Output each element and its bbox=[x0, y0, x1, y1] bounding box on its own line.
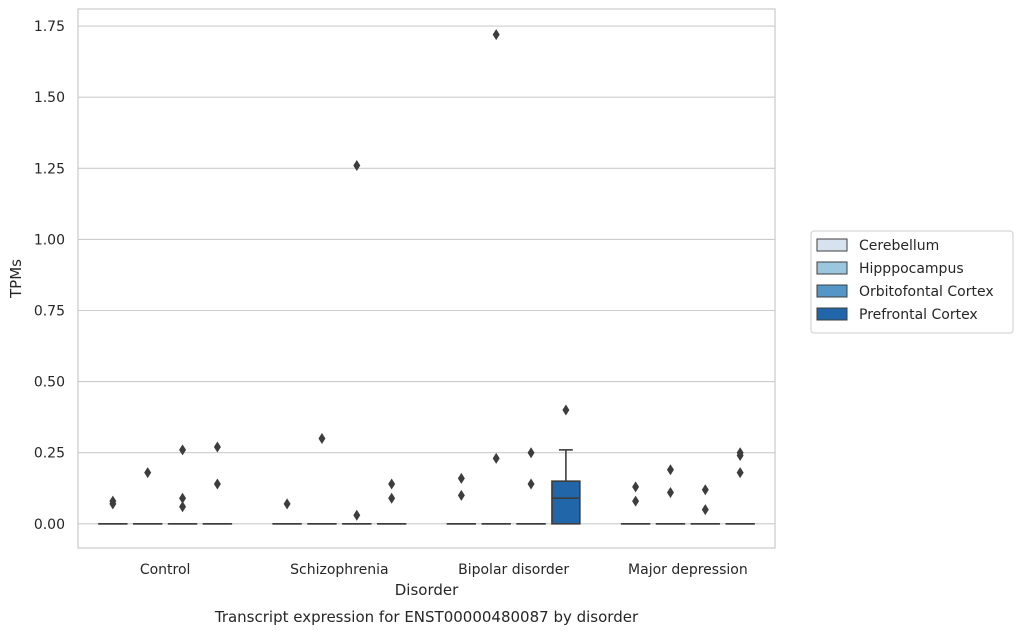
legend-swatch bbox=[817, 239, 847, 251]
box-layer bbox=[99, 29, 754, 524]
outlier-point bbox=[493, 29, 500, 40]
legend: Cerebellum Hipppocampus Orbitofontal Corte… bbox=[811, 231, 1013, 333]
outlier-point bbox=[737, 467, 744, 478]
outlier-point bbox=[493, 453, 500, 464]
x-tick-label: Control bbox=[140, 562, 191, 578]
box-cerebellum bbox=[622, 481, 650, 523]
outlier-point bbox=[458, 490, 465, 501]
x-tick-label: Major depression bbox=[628, 562, 748, 578]
y-tick-label: 0.00 bbox=[34, 517, 65, 533]
box-orbitofontal-cortex bbox=[169, 444, 197, 523]
y-tick-label: 0.25 bbox=[34, 446, 65, 462]
box-cerebellum bbox=[273, 498, 301, 523]
y-tick-label: 1.00 bbox=[34, 232, 65, 248]
outlier-point bbox=[214, 442, 221, 453]
box-orbitofontal-cortex bbox=[691, 484, 719, 524]
y-tick-label: 1.75 bbox=[34, 19, 65, 35]
x-tick-label: Schizophrenia bbox=[290, 562, 388, 578]
legend-swatch bbox=[817, 262, 847, 274]
box-hipppocampus bbox=[308, 433, 336, 524]
box-prefrontal-cortex bbox=[726, 447, 754, 524]
outlier-point bbox=[388, 493, 395, 504]
outlier-point bbox=[632, 481, 639, 492]
legend-swatch bbox=[817, 285, 847, 297]
legend-swatch bbox=[817, 308, 847, 320]
box-hipppocampus bbox=[134, 467, 162, 524]
outlier-point bbox=[528, 479, 535, 490]
box-cerebellum bbox=[99, 496, 127, 524]
outlier-point bbox=[702, 484, 709, 495]
outlier-point bbox=[388, 479, 395, 490]
y-tick-label: 1.25 bbox=[34, 161, 65, 177]
outlier-point bbox=[667, 464, 674, 475]
chart-caption: Transcript expression for ENST0000048008… bbox=[214, 608, 639, 626]
legend-label: Orbitofontal Cortex bbox=[859, 284, 994, 300]
outlier-point bbox=[353, 160, 360, 171]
y-tick-label: 0.75 bbox=[34, 303, 65, 319]
outlier-point bbox=[458, 473, 465, 484]
outlier-point bbox=[144, 467, 151, 478]
outlier-point bbox=[179, 444, 186, 455]
outlier-point bbox=[632, 496, 639, 507]
box-orbitofontal-cortex bbox=[517, 447, 545, 524]
y-tick-label: 0.50 bbox=[34, 375, 65, 391]
box-body bbox=[552, 481, 580, 524]
outlier-point bbox=[318, 433, 325, 444]
y-axis-label: TPMs bbox=[7, 259, 25, 299]
legend-label: Prefrontal Cortex bbox=[859, 307, 978, 323]
outlier-point bbox=[667, 487, 674, 498]
box-cerebellum bbox=[447, 473, 475, 524]
outlier-point bbox=[562, 405, 569, 416]
box-prefrontal-cortex bbox=[203, 442, 231, 524]
outlier-point bbox=[284, 498, 291, 509]
box-orbitofontal-cortex bbox=[343, 160, 371, 524]
box-hipppocampus bbox=[657, 464, 685, 524]
box-hipppocampus bbox=[482, 29, 510, 524]
box-prefrontal-cortex bbox=[552, 405, 580, 524]
box-prefrontal-cortex bbox=[378, 479, 406, 524]
legend-label: Hipppocampus bbox=[859, 261, 964, 277]
outlier-point bbox=[702, 504, 709, 515]
outlier-point bbox=[179, 501, 186, 512]
x-tick-label: Bipolar disorder bbox=[458, 562, 569, 578]
outlier-point bbox=[214, 479, 221, 490]
outlier-point bbox=[528, 447, 535, 458]
x-axis-label: Disorder bbox=[395, 581, 459, 599]
outlier-point bbox=[353, 510, 360, 521]
legend-label: Cerebellum bbox=[859, 238, 939, 254]
y-tick-label: 1.50 bbox=[34, 90, 65, 106]
